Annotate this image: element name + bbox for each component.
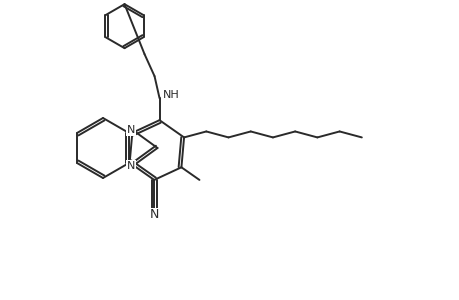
Text: N: N <box>149 208 158 221</box>
Text: NH: NH <box>162 90 179 100</box>
Text: N: N <box>127 125 135 135</box>
Text: N: N <box>127 160 135 171</box>
